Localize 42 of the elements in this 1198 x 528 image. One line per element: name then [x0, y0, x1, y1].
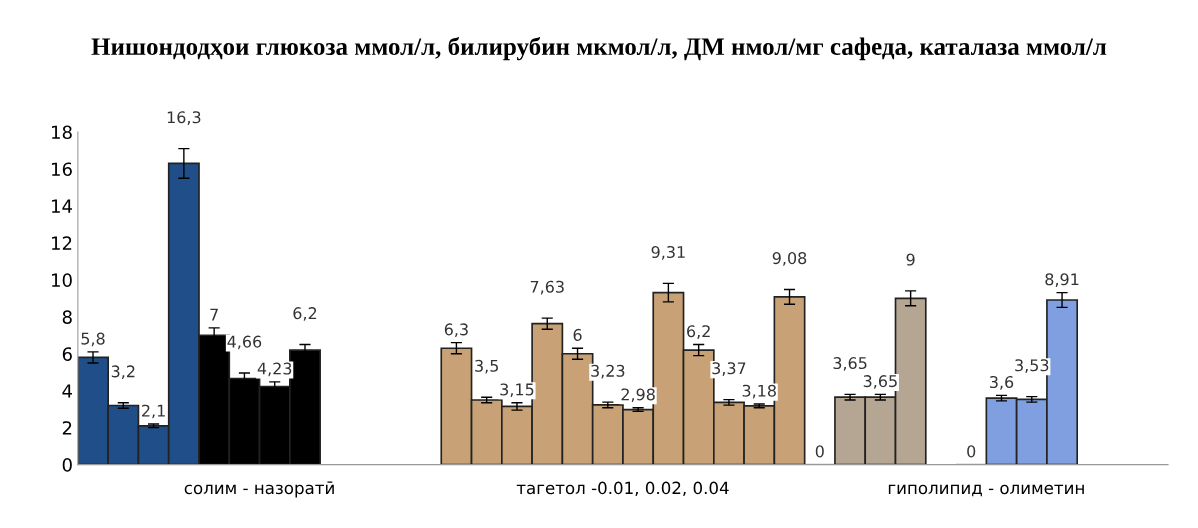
data-label: 16,3: [167, 111, 201, 125]
y-tick-label: 18: [52, 125, 72, 140]
data-label: 0: [967, 445, 976, 458]
data-label: 3,15: [500, 383, 534, 398]
data-label: 3,37: [712, 362, 746, 376]
data-label: 0: [815, 445, 824, 458]
data-label: 9,08: [772, 252, 807, 266]
data-label: 4,23: [257, 362, 292, 377]
data-label: 9,31: [651, 245, 685, 260]
data-label: 7: [210, 308, 218, 321]
data-label: 3,65: [863, 375, 897, 389]
y-tick-label: 16: [52, 162, 72, 177]
data-label: 6: [573, 328, 582, 341]
data-label: 7,63: [530, 280, 564, 295]
y-tick-label: 14: [52, 199, 72, 213]
chart-title: Нишондодҳои глюкоза ммол/л, билирубин мкмол/л, ДМ нмол/мг сафеда, каталаза ммол/л: [91, 36, 1107, 61]
data-label: 3,6: [990, 376, 1014, 390]
x-tick-label: солим - назоратӣ: [184, 481, 334, 498]
data-label: 8,91: [1045, 273, 1079, 287]
data-label: 6,3: [444, 323, 468, 338]
y-tick-label: 6: [62, 347, 72, 361]
data-label: 6,2: [687, 325, 710, 339]
y-tick-label: 12: [52, 236, 72, 250]
x-tick-label: гиполипид - олиметин: [888, 484, 1084, 497]
data-label: 2,98: [621, 388, 655, 403]
y-tick-label: 8: [62, 310, 72, 324]
data-label: 5,8: [81, 332, 105, 347]
data-label: 3,18: [742, 384, 776, 399]
y-tick-label: 0: [62, 458, 72, 472]
data-label: 3,5: [475, 359, 498, 374]
data-label: 3,2: [111, 365, 135, 380]
y-tick-label: 10: [52, 273, 72, 287]
data-label: 2,1: [142, 404, 165, 419]
data-label: 3,23: [591, 364, 625, 379]
data-label: 4,66: [227, 335, 262, 350]
data-label: 3,65: [833, 357, 867, 371]
data-label: 6,2: [293, 307, 317, 321]
data-label: 3,53: [1015, 359, 1049, 373]
y-tick-label: 4: [62, 384, 72, 398]
y-tick-label: 2: [62, 421, 72, 435]
data-label: 9: [906, 253, 915, 266]
x-tick-label: тагетол -0.01, 0.02, 0.04: [516, 481, 729, 496]
